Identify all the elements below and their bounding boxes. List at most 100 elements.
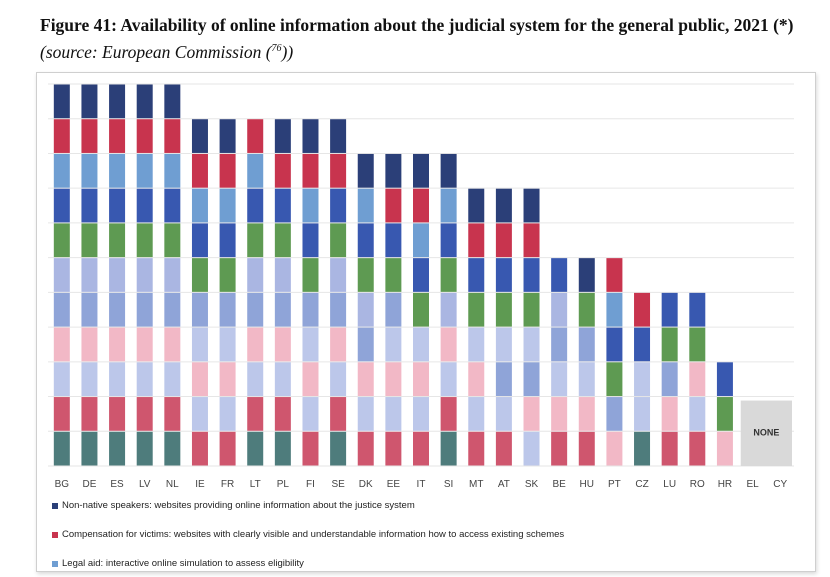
bar-segment-fr-4 bbox=[219, 327, 236, 362]
bar-segment-lt-4 bbox=[247, 327, 264, 362]
bar-segment-nl-1 bbox=[164, 431, 181, 466]
bar-segment-at-4 bbox=[495, 327, 512, 362]
bar-segment-ie-5 bbox=[191, 292, 208, 327]
bar-segment-fi-10 bbox=[302, 119, 319, 153]
bar-segment-nl-10 bbox=[164, 119, 181, 153]
x-tick-label-se: SE bbox=[331, 479, 345, 490]
bar-segment-fi-8 bbox=[302, 188, 319, 223]
bar-segment-be-3 bbox=[551, 362, 568, 397]
bar-segment-es-1 bbox=[109, 431, 126, 466]
bar-segment-bg-6 bbox=[53, 258, 70, 292]
title-asterisk: (*) bbox=[768, 15, 794, 35]
bar-segment-lt-2 bbox=[247, 397, 264, 431]
bar-segment-fr-6 bbox=[219, 258, 236, 292]
bar-segment-fi-6 bbox=[302, 258, 319, 292]
bar-segment-lt-3 bbox=[247, 362, 264, 397]
bar-segment-ee-1 bbox=[385, 431, 402, 466]
bar-segment-bg-8 bbox=[53, 188, 70, 223]
bar-segment-fr-8 bbox=[219, 188, 236, 223]
bar-segment-hu-4 bbox=[578, 327, 595, 362]
bar-segment-it-3 bbox=[413, 362, 429, 397]
bar-segment-lv-4 bbox=[136, 327, 153, 362]
bar-segment-cz-2 bbox=[634, 397, 651, 431]
bar-segment-lv-3 bbox=[136, 362, 153, 397]
x-tick-label-hu: HU bbox=[580, 479, 594, 490]
bar-segment-lv-1 bbox=[136, 431, 153, 466]
x-tick-label-ee: EE bbox=[387, 479, 401, 490]
x-tick-label-at: AT bbox=[498, 479, 510, 490]
bar-segment-ie-2 bbox=[191, 397, 208, 431]
bar-segment-si-4 bbox=[440, 327, 457, 362]
bar-segment-it-7 bbox=[413, 223, 429, 258]
bar-segment-nl-7 bbox=[164, 223, 181, 258]
bar-segment-mt-5 bbox=[468, 292, 485, 327]
bar-segment-lv-7 bbox=[136, 223, 153, 258]
bar-segment-sk-5 bbox=[523, 292, 540, 327]
bar-segment-fi-1 bbox=[302, 431, 319, 466]
bar-segment-fi-7 bbox=[302, 223, 319, 258]
x-tick-label-sk: SK bbox=[525, 479, 539, 490]
bar-segment-mt-3 bbox=[468, 362, 485, 397]
bar-segment-de-3 bbox=[81, 362, 98, 397]
bar-segment-at-1 bbox=[495, 431, 512, 466]
bar-segment-ie-1 bbox=[191, 431, 208, 466]
bar-segment-mt-7 bbox=[468, 223, 485, 258]
bar-segment-hr-1 bbox=[716, 431, 733, 466]
bar-segment-bg-2 bbox=[53, 397, 70, 431]
x-tick-label-fi: FI bbox=[306, 479, 315, 490]
bar-segment-fi-9 bbox=[302, 153, 319, 188]
bar-segment-lt-8 bbox=[247, 188, 264, 223]
bar-segment-it-5 bbox=[413, 292, 429, 327]
x-tick-label-be: BE bbox=[552, 479, 566, 490]
bar-segment-fr-10 bbox=[219, 119, 236, 153]
bar-segment-si-7 bbox=[440, 223, 457, 258]
bar-segment-nl-9 bbox=[164, 153, 181, 188]
x-tick-label-pl: PL bbox=[277, 479, 290, 490]
bar-segment-bg-10 bbox=[53, 119, 70, 153]
legend-label: Non-native speakers: websites providing … bbox=[62, 500, 415, 511]
bar-segment-cz-5 bbox=[634, 292, 651, 327]
bar-segment-sk-6 bbox=[523, 258, 540, 292]
x-tick-label-bg: BG bbox=[55, 479, 70, 490]
bar-segment-si-8 bbox=[440, 188, 457, 223]
bar-segment-de-10 bbox=[81, 119, 98, 153]
bar-segment-ro-1 bbox=[689, 431, 706, 466]
bar-segment-ro-5 bbox=[689, 292, 706, 327]
bar-segment-hu-3 bbox=[578, 362, 595, 397]
bar-segment-pl-3 bbox=[274, 362, 291, 397]
x-tick-label-lt: LT bbox=[250, 479, 261, 490]
bar-segment-es-6 bbox=[109, 258, 126, 292]
bar-segment-lu-3 bbox=[661, 362, 678, 397]
bar-segment-pl-7 bbox=[274, 223, 291, 258]
x-tick-label-cy: CY bbox=[773, 479, 787, 490]
bar-segment-se-1 bbox=[330, 431, 347, 466]
bar-segment-ee-8 bbox=[385, 188, 402, 223]
bar-segment-be-2 bbox=[551, 397, 568, 431]
chart-title: Figure 41: Availability of online inform… bbox=[40, 14, 820, 64]
bar-segment-de-11 bbox=[81, 84, 98, 119]
bar-segment-ro-2 bbox=[689, 397, 706, 431]
bar-segment-it-1 bbox=[413, 431, 429, 466]
bar-segment-at-7 bbox=[495, 223, 512, 258]
bar-segment-cz-1 bbox=[634, 431, 651, 466]
bar-segment-lt-7 bbox=[247, 223, 264, 258]
bar-segment-es-4 bbox=[109, 327, 126, 362]
bar-segment-mt-4 bbox=[468, 327, 485, 362]
bar-segment-at-6 bbox=[495, 258, 512, 292]
bar-segment-ee-3 bbox=[385, 362, 402, 397]
bar-segment-de-1 bbox=[81, 431, 98, 466]
bar-segment-ie-8 bbox=[191, 188, 208, 223]
bar-segment-es-11 bbox=[109, 84, 126, 119]
bar-segment-ee-2 bbox=[385, 397, 402, 431]
bar-segment-at-3 bbox=[495, 362, 512, 397]
bar-segment-dk-9 bbox=[357, 153, 374, 188]
x-tick-label-it: IT bbox=[417, 479, 426, 490]
bar-segment-lt-5 bbox=[247, 292, 264, 327]
bar-segment-se-3 bbox=[330, 362, 347, 397]
bar-segment-hr-3 bbox=[716, 362, 733, 397]
bar-segment-bg-9 bbox=[53, 153, 70, 188]
bar-segment-lu-4 bbox=[661, 327, 678, 362]
bar-segment-fi-3 bbox=[302, 362, 319, 397]
bar-segment-de-8 bbox=[81, 188, 98, 223]
